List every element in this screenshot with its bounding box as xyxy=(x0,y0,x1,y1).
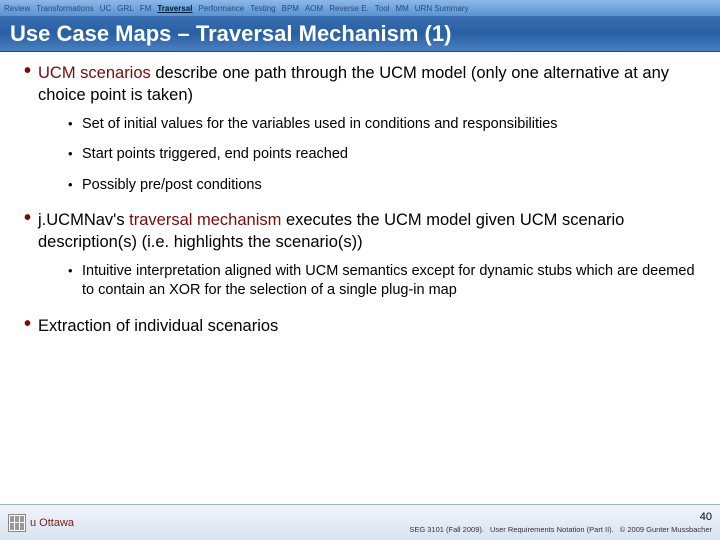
nav-item-performance[interactable]: Performance xyxy=(198,4,244,13)
logo-icon xyxy=(8,514,26,532)
bullet-level1: UCM scenarios describe one path through … xyxy=(24,62,704,107)
footer-copyright: © 2009 Gunter Mussbacher xyxy=(620,525,712,534)
top-nav: Review Transformations UC GRL FM Traversal Per… xyxy=(0,0,720,16)
page-number: 40 xyxy=(700,511,712,524)
footer-right: 40 SEG 3101 (Fall 2009). User Requiremen… xyxy=(409,511,712,534)
nav-item-fm[interactable]: FM xyxy=(140,4,152,13)
nav-item-uc[interactable]: UC xyxy=(100,4,112,13)
nav-item-traversal[interactable]: Traversal xyxy=(157,4,192,13)
nav-item-tool[interactable]: Tool xyxy=(375,4,390,13)
nav-item-transformations[interactable]: Transformations xyxy=(36,4,94,13)
slide-content: UCM scenarios describe one path through … xyxy=(0,52,720,504)
nav-item-testing[interactable]: Testing xyxy=(250,4,275,13)
bullet-level2: Start points triggered, end points reach… xyxy=(68,145,704,165)
nav-item-grl[interactable]: GRL xyxy=(117,4,133,13)
nav-item-bpm[interactable]: BPM xyxy=(282,4,299,13)
title-bar: Use Case Maps – Traversal Mechanism (1) xyxy=(0,16,720,52)
logo-text: u Ottawa xyxy=(30,517,74,529)
logo: u Ottawa xyxy=(8,514,74,532)
nav-item-urn-summary[interactable]: URN Summary xyxy=(415,4,469,13)
footer-course: SEG 3101 (Fall 2009). xyxy=(409,525,484,534)
nav-item-aom[interactable]: AOM xyxy=(305,4,323,13)
bullet-level2: Intuitive interpretation aligned with UC… xyxy=(68,262,704,301)
footer: u Ottawa 40 SEG 3101 (Fall 2009). User R… xyxy=(0,504,720,540)
bullet-level1: j.UCMNav's traversal mechanism executes … xyxy=(24,209,704,254)
nav-item-review[interactable]: Review xyxy=(4,4,30,13)
nav-item-reverse-e-[interactable]: Reverse E. xyxy=(329,4,369,13)
sub-list: Intuitive interpretation aligned with UC… xyxy=(24,262,704,301)
bullet-level2: Set of initial values for the variables … xyxy=(68,115,704,135)
footer-doc: User Requirements Notation (Part II). xyxy=(490,525,614,534)
slide-title: Use Case Maps – Traversal Mechanism (1) xyxy=(10,21,451,47)
bullet-level1: Extraction of individual scenarios xyxy=(24,315,704,337)
nav-item-mm[interactable]: MM xyxy=(395,4,408,13)
bullet-level2: Possibly pre/post conditions xyxy=(68,176,704,196)
sub-list: Set of initial values for the variables … xyxy=(24,115,704,196)
